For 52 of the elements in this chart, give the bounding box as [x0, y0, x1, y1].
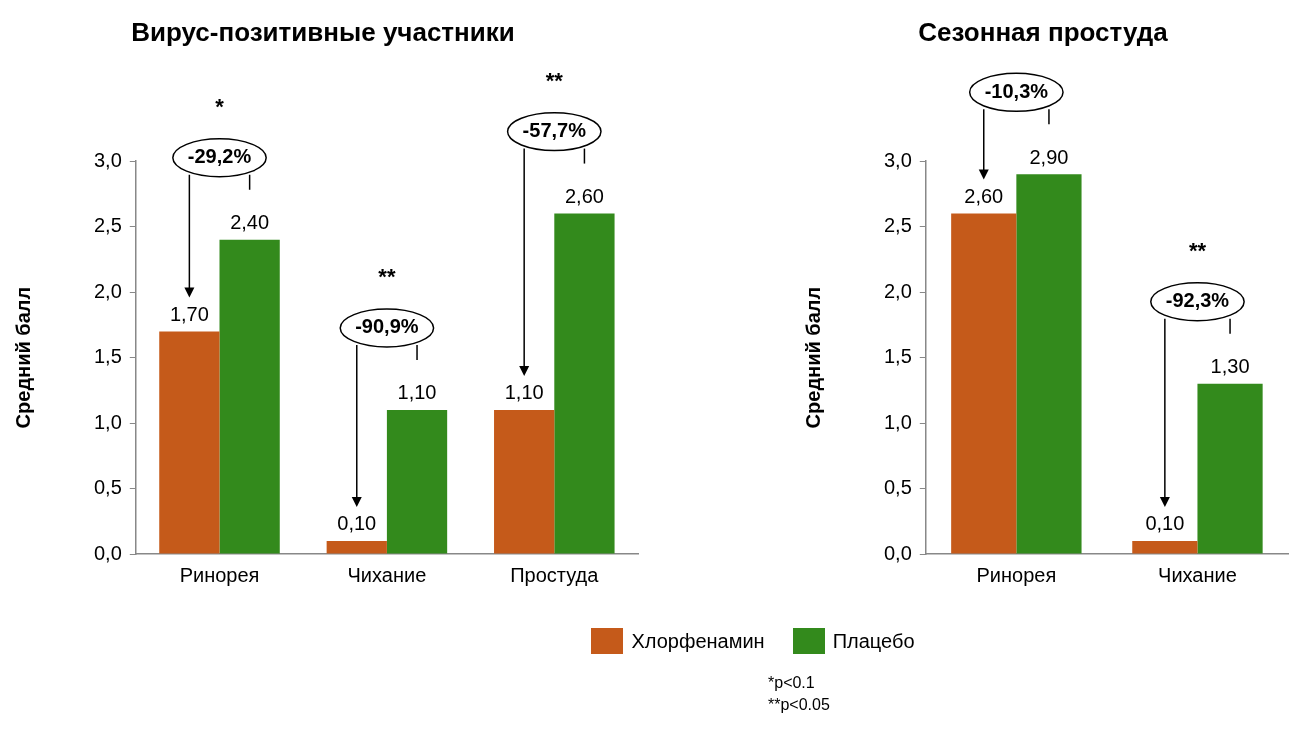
y-tick-label: 2,5	[883, 214, 912, 237]
text: -10,3%	[984, 79, 1049, 102]
y-axis-title: Средний балл	[801, 286, 824, 429]
legend-label: Хлорфенамин	[631, 629, 765, 653]
bar	[554, 213, 615, 554]
x-tick-label: Чихание	[1158, 563, 1237, 586]
y-tick-label: 1,5	[883, 345, 912, 368]
data-label: 1,30	[1210, 355, 1250, 378]
bar	[326, 540, 387, 554]
y-tick-label: 1,0	[93, 410, 122, 433]
bar	[1132, 540, 1198, 554]
y-axis-title: Средний балл	[11, 286, 34, 429]
data-label: 2,90	[1029, 145, 1069, 168]
y-tick-label: 3,0	[883, 148, 912, 171]
bar	[219, 239, 280, 554]
y-tick-label: 1,5	[93, 345, 122, 368]
data-label: 0,10	[1145, 512, 1185, 535]
text: ** -57,7%	[522, 67, 586, 142]
y-tick-label: 2,0	[883, 279, 912, 302]
text: * -29,2%	[187, 93, 252, 168]
y-tick-label: 2,5	[93, 214, 122, 237]
y-tick-label: 2,0	[93, 279, 122, 302]
legend-label: Плацебо	[832, 629, 915, 653]
chart-title: Сезонная простуда	[918, 16, 1169, 47]
data-label: 1,70	[169, 302, 209, 325]
bar	[494, 409, 555, 554]
x-tick-label: Ринорея	[179, 563, 260, 586]
x-tick-label: Простуда	[510, 563, 600, 586]
y-tick-label: 3,0	[93, 148, 122, 171]
text: ** -92,3%	[1165, 237, 1230, 312]
text: ** -90,9%	[355, 264, 419, 338]
data-label: 2,40	[230, 211, 270, 234]
y-tick-label: 0,0	[883, 541, 912, 564]
chart-title: Вирус-позитивные участники	[131, 16, 515, 47]
data-label: 2,60	[564, 185, 604, 208]
y-tick-label: 0,5	[883, 476, 912, 499]
bar	[1197, 383, 1263, 554]
y-tick-label: 1,0	[883, 410, 912, 433]
data-label: 2,60	[964, 185, 1004, 208]
y-tick-label: 0,0	[93, 541, 122, 564]
bar	[1016, 174, 1082, 554]
x-tick-label: Ринорея	[976, 563, 1057, 586]
bar	[951, 213, 1017, 554]
bar	[159, 331, 220, 554]
data-label: 0,10	[337, 512, 377, 535]
bar	[386, 409, 448, 554]
y-tick-label: 0,5	[93, 476, 122, 499]
data-label: 1,10	[397, 381, 437, 404]
text: *p<0.1	[768, 673, 816, 693]
data-label: 1,10	[504, 381, 544, 404]
text: **p<0.05	[768, 695, 831, 715]
x-tick-label: Чихание	[347, 563, 427, 586]
